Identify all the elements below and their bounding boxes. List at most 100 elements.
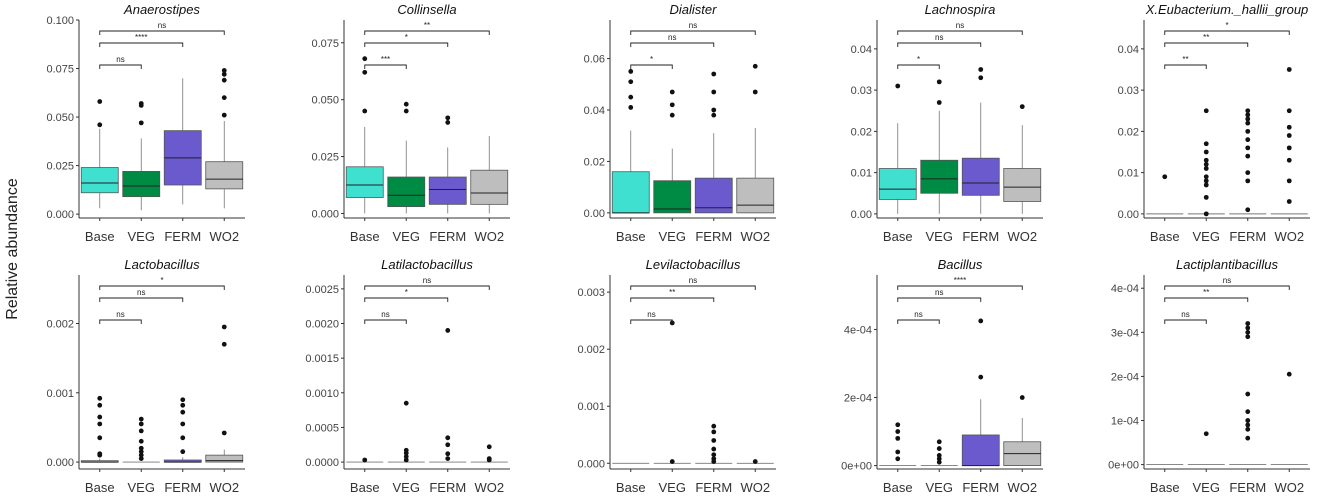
outlier-point [138, 416, 144, 422]
y-tick-label: 0.04 [584, 105, 605, 117]
box-Base [80, 99, 119, 209]
outlier-point [752, 63, 758, 69]
outlier-point [669, 459, 675, 464]
panel-Bacillus: Bacillus 0e+00 2e-04 4e-04 Base VEG FERM WO2 ns n… [841, 257, 1043, 495]
outlier-point [97, 414, 103, 420]
y-tick-label: 0e+00 [841, 461, 872, 473]
significance-bracket [364, 64, 407, 69]
outlier-point [1245, 435, 1251, 441]
x-tick-label: Base [883, 229, 913, 244]
y-tick-label: 0.06 [584, 54, 605, 66]
y-tick-label: 0.0020 [305, 319, 339, 331]
y-tick-label: 0.04 [851, 44, 872, 56]
box-VEG [920, 439, 958, 467]
outlier-point [138, 101, 144, 106]
outlier-point [1286, 133, 1292, 138]
outlier-point [221, 77, 227, 83]
x-tick-label: Base [883, 480, 913, 495]
outlier-point [362, 457, 368, 463]
box-iqr [961, 434, 1000, 466]
outlier-point [1019, 395, 1025, 400]
x-tick-label: FERM [695, 229, 732, 244]
outlier-point [936, 446, 942, 451]
significance-label: ns [647, 310, 655, 319]
x-tick-label: VEG [128, 229, 155, 244]
box-FERM [429, 328, 467, 463]
significance-label: ns [956, 21, 964, 30]
significance-bracket [99, 30, 225, 35]
x-tick-label: FERM [1229, 229, 1266, 244]
box-FERM [961, 318, 1000, 467]
significance-bracket [364, 30, 490, 35]
significance-label: * [405, 33, 408, 42]
outlier-point [445, 442, 451, 448]
y-tick-label: 0.04 [1118, 44, 1139, 56]
outlier-point [1286, 199, 1292, 204]
significance-label: **** [954, 276, 966, 285]
outlier-point [978, 318, 984, 324]
x-tick-label: VEG [659, 480, 686, 495]
outlier-point [711, 429, 717, 435]
y-tick-label: 0.0025 [305, 284, 339, 296]
box-FERM [961, 67, 1000, 214]
outlier-point [1203, 194, 1209, 200]
x-tick-label: WO2 [1274, 229, 1304, 244]
significance-bracket [1164, 285, 1290, 290]
significance-bracket [364, 42, 449, 47]
box-FERM [428, 115, 467, 214]
panel-title: Bacillus [938, 257, 983, 272]
outlier-point [1245, 153, 1251, 159]
outlier-point [362, 69, 368, 75]
box-VEG [387, 101, 426, 214]
box-WO2 [205, 324, 244, 463]
box-WO2 [1270, 371, 1308, 466]
outlier-point [1245, 145, 1251, 151]
panel-Latilactobacillus: Latilactobacillus 0.0000 0.0005 0.0010 0.001… [305, 257, 510, 495]
outlier-point [711, 423, 717, 429]
significance-label: ** [1203, 288, 1209, 297]
y-tick-label: 0.001 [577, 401, 605, 413]
box-VEG [920, 79, 959, 214]
outlier-point [1162, 174, 1168, 180]
outlier-point [138, 456, 144, 462]
panel-Lachnospira: Lachnospira 0.00 0.01 0.02 0.03 0.04 Base VEG FE… [851, 2, 1043, 244]
outlier-point [362, 56, 368, 62]
outlier-point [403, 108, 409, 114]
significance-label: * [160, 276, 163, 285]
x-tick-label: WO2 [474, 480, 504, 495]
outlier-point [1203, 174, 1209, 180]
significance-bracket [630, 285, 756, 290]
outlier-point [1245, 108, 1251, 114]
outlier-point [221, 71, 227, 77]
panel-title: Lactiplantibacillus [1176, 257, 1278, 272]
outlier-point [628, 79, 634, 85]
significance-label: ns [381, 310, 389, 319]
box-WO2 [1003, 104, 1042, 214]
x-tick-label: Base [350, 229, 380, 244]
y-tick-label: 0.00 [584, 208, 605, 220]
outlier-point [445, 120, 451, 125]
box-iqr [205, 161, 244, 190]
outlier-point [895, 429, 901, 434]
significance-bracket [99, 285, 225, 290]
box-WO2 [1270, 67, 1308, 215]
y-tick-label: 0.075 [46, 64, 74, 76]
y-tick-label: 0.03 [1118, 85, 1139, 97]
outlier-point [1286, 67, 1292, 72]
panel-Anaerostipes: Anaerostipes 0.000 0.025 0.050 0.075 0.100 Bas… [46, 2, 245, 244]
significance-bracket [897, 297, 982, 302]
outlier-point [895, 435, 901, 441]
outlier-point [97, 99, 103, 104]
significance-bracket [1164, 42, 1249, 47]
y-tick-label: 0.0000 [305, 457, 339, 469]
outlier-point [711, 89, 717, 95]
x-tick-label: WO2 [209, 480, 239, 495]
x-tick-label: Base [616, 480, 646, 495]
x-tick-label: WO2 [1274, 480, 1304, 495]
x-tick-label: VEG [1193, 480, 1220, 495]
significance-bracket [99, 64, 142, 69]
box-iqr [428, 176, 467, 205]
outlier-point [445, 435, 451, 441]
outlier-point [97, 395, 103, 401]
